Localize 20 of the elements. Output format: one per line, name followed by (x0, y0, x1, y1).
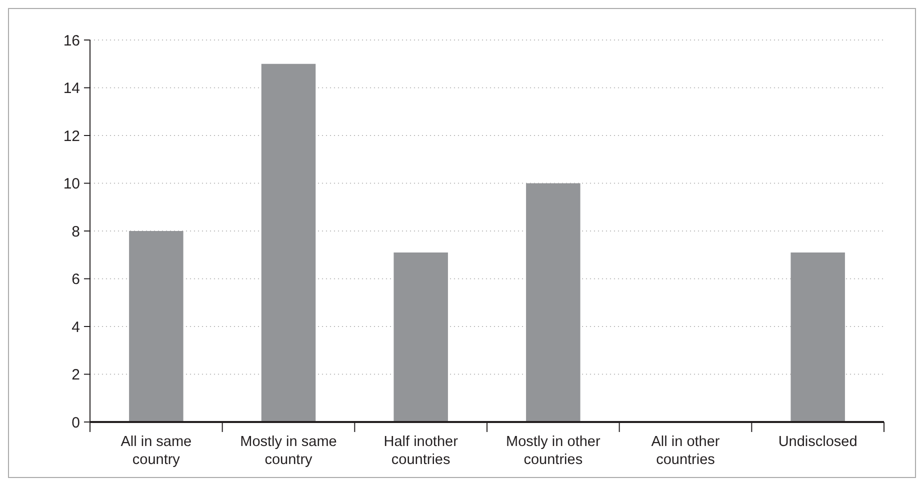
y-tick-label: 10 (63, 176, 80, 192)
y-tick-label: 0 (72, 414, 80, 432)
bar (790, 252, 845, 422)
y-tick-label: 8 (72, 223, 80, 240)
y-tick-label: 12 (63, 128, 80, 145)
bar (394, 252, 448, 422)
bar (129, 231, 184, 422)
bar (261, 64, 316, 422)
y-tick-label: 4 (72, 318, 80, 336)
bar (526, 183, 580, 422)
x-tick-label: Mostly in same country (240, 434, 337, 468)
x-tick-label: Undisclosed (778, 434, 858, 450)
x-tick-label: Mostly in other countries (506, 434, 600, 468)
x-tick-label: All in other countries (651, 434, 720, 468)
y-tick-label: 16 (63, 32, 80, 50)
y-tick-label: 6 (72, 271, 80, 288)
x-tick-label: Half inother countries (384, 434, 458, 468)
y-tick-label: 2 (72, 366, 80, 384)
x-tick-label: All in same country (120, 434, 192, 468)
y-tick-label: 14 (63, 80, 80, 97)
